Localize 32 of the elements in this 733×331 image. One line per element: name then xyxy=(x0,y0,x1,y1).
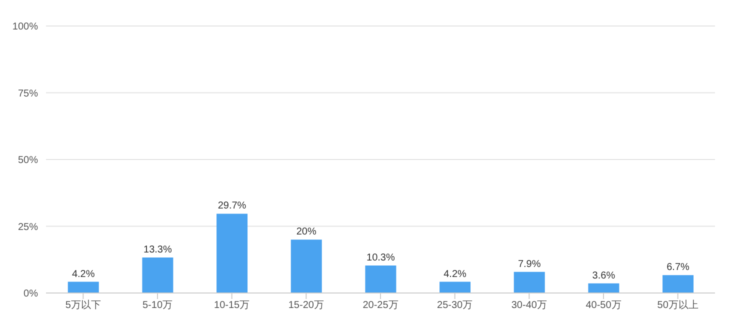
x-tick-label: 20-25万 xyxy=(362,300,398,312)
data-label: 7.9% xyxy=(518,258,541,270)
y-tick-label: 75% xyxy=(18,88,38,100)
x-tick-label: 50万以上 xyxy=(657,299,698,312)
y-tick-label: 25% xyxy=(18,222,38,233)
data-label: 20% xyxy=(296,226,316,238)
y-tick-label: 50% xyxy=(18,155,38,166)
x-tick-label: 5-10万 xyxy=(142,300,173,312)
x-tick-label: 25-30万 xyxy=(437,300,473,312)
data-label: 29.7% xyxy=(218,200,246,212)
data-label: 3.6% xyxy=(592,270,616,282)
bar xyxy=(514,272,545,293)
x-tick-label: 40-50万 xyxy=(586,300,622,312)
data-label: 4.2% xyxy=(72,268,95,280)
x-tick-label: 5万以下 xyxy=(65,299,101,312)
bar xyxy=(365,266,396,293)
data-label: 4.2% xyxy=(444,268,467,280)
data-label: 13.3% xyxy=(144,244,172,256)
bar xyxy=(68,282,99,293)
bar xyxy=(290,240,322,293)
bar xyxy=(440,282,471,293)
bar xyxy=(216,214,248,293)
x-tick-label: 15-20万 xyxy=(288,300,324,312)
data-label: 10.3% xyxy=(366,252,395,264)
y-tick-label: 100% xyxy=(12,22,38,33)
bar xyxy=(662,275,694,293)
data-label: 6.7% xyxy=(666,262,690,274)
x-tick-label: 30-40万 xyxy=(511,300,547,312)
bar xyxy=(588,283,620,293)
bar xyxy=(142,257,174,293)
x-tick-label: 10-15万 xyxy=(214,300,250,312)
y-tick-label: 0% xyxy=(24,288,38,300)
